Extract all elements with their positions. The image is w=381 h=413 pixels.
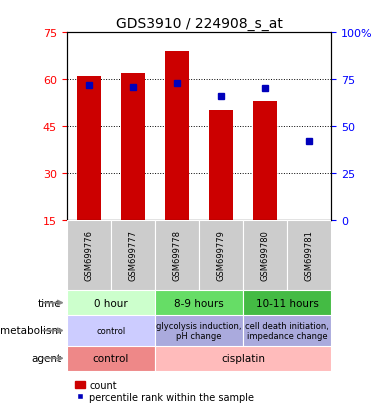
Bar	[67, 346, 155, 371]
Bar	[165, 52, 189, 220]
Text: cisplatin: cisplatin	[221, 354, 265, 363]
Legend: count, percentile rank within the sample: count, percentile rank within the sample	[72, 376, 258, 406]
Bar	[67, 290, 155, 316]
Bar	[111, 220, 155, 290]
Text: GSM699778: GSM699778	[173, 230, 181, 280]
Bar	[199, 220, 243, 290]
Bar	[287, 220, 331, 290]
Text: 8-9 hours: 8-9 hours	[174, 298, 224, 308]
Text: GSM699776: GSM699776	[84, 230, 93, 280]
Text: GSM699780: GSM699780	[261, 230, 270, 280]
Bar	[77, 77, 101, 220]
Bar	[243, 316, 331, 346]
Bar	[155, 316, 243, 346]
Bar	[67, 316, 155, 346]
Text: time: time	[38, 298, 61, 308]
Bar	[243, 220, 287, 290]
Bar	[67, 220, 111, 290]
Bar	[121, 74, 145, 220]
Text: glycolysis induction,
pH change: glycolysis induction, pH change	[156, 321, 242, 340]
Text: 10-11 hours: 10-11 hours	[256, 298, 319, 308]
Text: metabolism: metabolism	[0, 326, 61, 336]
Text: cell death initiation,
impedance change: cell death initiation, impedance change	[245, 321, 329, 340]
Bar	[253, 102, 277, 220]
Bar	[243, 290, 331, 316]
Text: control: control	[96, 326, 125, 335]
Bar	[155, 346, 331, 371]
Title: GDS3910 / 224908_s_at: GDS3910 / 224908_s_at	[116, 17, 282, 31]
Text: GSM699781: GSM699781	[305, 230, 314, 280]
Text: GSM699779: GSM699779	[217, 230, 226, 280]
Bar	[209, 111, 233, 220]
Text: control: control	[93, 354, 129, 363]
Text: 0 hour: 0 hour	[94, 298, 128, 308]
Text: GSM699777: GSM699777	[128, 230, 138, 280]
Bar	[155, 290, 243, 316]
Text: agent: agent	[31, 354, 61, 363]
Bar	[155, 220, 199, 290]
